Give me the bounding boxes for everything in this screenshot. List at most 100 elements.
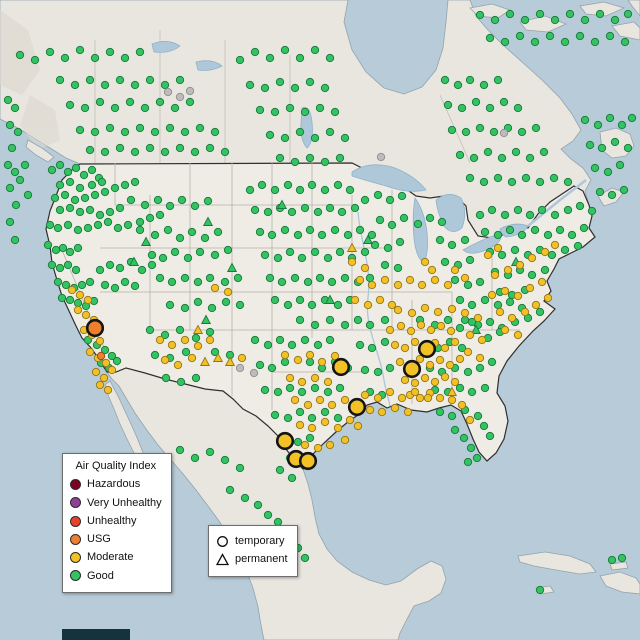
station-good[interactable] bbox=[563, 205, 573, 215]
event-marker-moderate[interactable] bbox=[298, 451, 318, 471]
station-moderate[interactable] bbox=[155, 335, 165, 345]
station-good[interactable] bbox=[575, 31, 585, 41]
station-good[interactable] bbox=[255, 105, 265, 115]
station-good[interactable] bbox=[300, 553, 310, 563]
station-good[interactable] bbox=[112, 356, 122, 366]
station-good[interactable] bbox=[563, 177, 573, 187]
station-good[interactable] bbox=[337, 207, 347, 217]
station-moderate-permanent[interactable] bbox=[192, 324, 204, 334]
station-good[interactable] bbox=[11, 200, 21, 210]
station-good[interactable] bbox=[610, 15, 620, 25]
station-good[interactable] bbox=[455, 295, 465, 305]
station-good[interactable] bbox=[300, 203, 310, 213]
station-good[interactable] bbox=[175, 325, 185, 335]
station-good[interactable] bbox=[537, 205, 547, 215]
station-good[interactable] bbox=[7, 143, 17, 153]
station-moderate[interactable] bbox=[410, 337, 420, 347]
station-good-permanent[interactable] bbox=[202, 216, 214, 226]
station-good[interactable] bbox=[385, 195, 395, 205]
station-good[interactable] bbox=[275, 335, 285, 345]
station-good[interactable] bbox=[145, 325, 155, 335]
station-good[interactable] bbox=[90, 53, 100, 63]
station-moderate-permanent[interactable] bbox=[346, 242, 358, 252]
station-good[interactable] bbox=[373, 190, 383, 200]
station-good[interactable] bbox=[535, 177, 545, 187]
station-good[interactable] bbox=[60, 190, 70, 200]
station-good[interactable] bbox=[110, 283, 120, 293]
station-good[interactable] bbox=[145, 213, 155, 223]
station-good[interactable] bbox=[103, 217, 113, 227]
station-good[interactable] bbox=[413, 219, 423, 229]
station-good[interactable] bbox=[283, 300, 293, 310]
station-good[interactable] bbox=[485, 33, 495, 43]
station-moderate[interactable] bbox=[447, 304, 457, 314]
station-moderate[interactable] bbox=[460, 308, 470, 318]
station-good[interactable] bbox=[539, 147, 549, 157]
station-moderate[interactable] bbox=[353, 421, 363, 431]
station-good[interactable] bbox=[65, 203, 75, 213]
station-good[interactable] bbox=[595, 9, 605, 19]
station-good[interactable] bbox=[273, 253, 283, 263]
station-moderate[interactable] bbox=[475, 353, 485, 363]
station-moderate[interactable] bbox=[393, 305, 403, 315]
station-good[interactable] bbox=[472, 453, 482, 463]
station-good[interactable] bbox=[45, 47, 55, 57]
station-good[interactable] bbox=[79, 170, 89, 180]
station-moderate[interactable] bbox=[367, 280, 377, 290]
station-good[interactable] bbox=[317, 230, 327, 240]
station-good[interactable] bbox=[300, 335, 310, 345]
station-good[interactable] bbox=[158, 253, 168, 263]
station-good[interactable] bbox=[140, 200, 150, 210]
station-good[interactable] bbox=[473, 411, 483, 421]
station-good[interactable] bbox=[165, 201, 175, 211]
station-good[interactable] bbox=[87, 165, 97, 175]
station-good[interactable] bbox=[360, 247, 370, 257]
station-moderate[interactable] bbox=[75, 290, 85, 300]
station-good[interactable] bbox=[85, 145, 95, 155]
station-good[interactable] bbox=[163, 225, 173, 235]
station-moderate[interactable] bbox=[465, 415, 475, 425]
station-good[interactable] bbox=[380, 337, 390, 347]
station-good[interactable] bbox=[615, 160, 625, 170]
station-good[interactable] bbox=[295, 127, 305, 137]
station-good[interactable] bbox=[60, 53, 70, 63]
station-good[interactable] bbox=[53, 223, 63, 233]
station-good[interactable] bbox=[287, 340, 297, 350]
station-moderate[interactable] bbox=[101, 358, 111, 368]
station-good[interactable] bbox=[115, 203, 125, 213]
station-moderate[interactable] bbox=[493, 243, 503, 253]
station-good[interactable] bbox=[235, 55, 245, 65]
station-good[interactable] bbox=[465, 255, 475, 265]
station-good[interactable] bbox=[550, 210, 560, 220]
station-moderate[interactable] bbox=[423, 393, 433, 403]
station-good[interactable] bbox=[475, 123, 485, 133]
station-good[interactable] bbox=[270, 295, 280, 305]
station-moderate[interactable] bbox=[445, 360, 455, 370]
station-good[interactable] bbox=[580, 115, 590, 125]
station-good[interactable] bbox=[425, 213, 435, 223]
station-good[interactable] bbox=[105, 207, 115, 217]
station-moderate[interactable] bbox=[237, 353, 247, 363]
station-good[interactable] bbox=[343, 230, 353, 240]
station-moderate[interactable] bbox=[187, 353, 197, 363]
station-good[interactable] bbox=[95, 97, 105, 107]
station-moderate[interactable] bbox=[300, 440, 310, 450]
station-moderate[interactable] bbox=[477, 335, 487, 345]
station-good[interactable] bbox=[499, 97, 509, 107]
station-good[interactable] bbox=[195, 123, 205, 133]
station-moderate[interactable] bbox=[325, 440, 335, 450]
station-moderate[interactable] bbox=[407, 308, 417, 318]
station-good[interactable] bbox=[497, 153, 507, 163]
station-good[interactable] bbox=[435, 235, 445, 245]
station-moderate[interactable] bbox=[91, 367, 101, 377]
station-good[interactable] bbox=[176, 377, 186, 387]
station-good[interactable] bbox=[90, 190, 100, 200]
station-good[interactable] bbox=[213, 227, 223, 237]
station-good[interactable] bbox=[207, 303, 217, 313]
station-no_data[interactable] bbox=[249, 368, 259, 378]
station-good[interactable] bbox=[560, 245, 570, 255]
station-good[interactable] bbox=[333, 180, 343, 190]
station-moderate[interactable] bbox=[420, 303, 430, 313]
station-good[interactable] bbox=[75, 207, 85, 217]
station-good[interactable] bbox=[619, 185, 629, 195]
